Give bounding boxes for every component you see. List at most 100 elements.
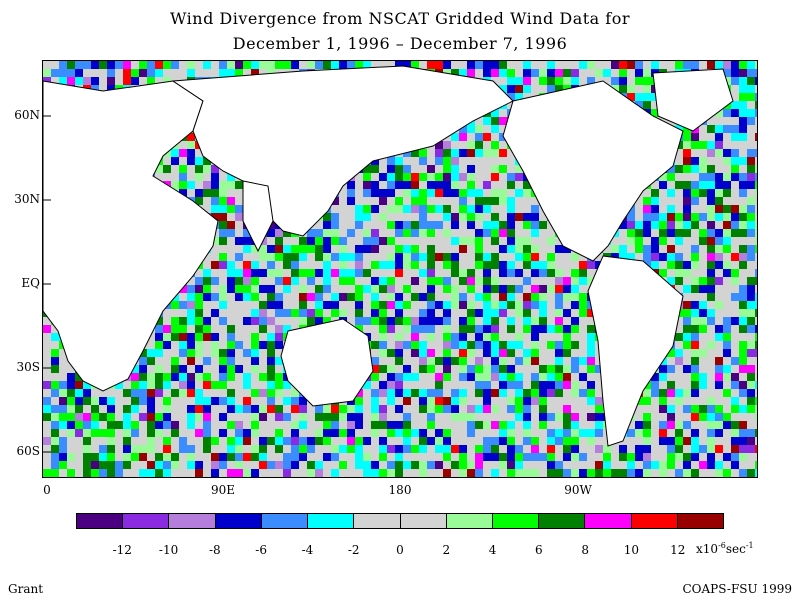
field-cell bbox=[411, 229, 419, 237]
field-cell bbox=[171, 413, 179, 421]
field-cell bbox=[163, 437, 171, 445]
field-cell bbox=[131, 69, 139, 77]
field-cell bbox=[371, 253, 379, 261]
field-cell bbox=[659, 453, 667, 461]
field-cell bbox=[627, 69, 635, 77]
field-cell bbox=[267, 285, 275, 293]
field-cell bbox=[435, 197, 443, 205]
field-cell bbox=[611, 77, 619, 85]
field-cell bbox=[179, 325, 187, 333]
field-cell bbox=[483, 477, 491, 478]
field-cell bbox=[371, 221, 379, 229]
field-cell bbox=[571, 381, 579, 389]
field-cell bbox=[755, 189, 757, 197]
field-cell bbox=[587, 421, 595, 429]
field-cell bbox=[627, 469, 635, 477]
field-cell bbox=[115, 469, 123, 477]
field-cell bbox=[275, 421, 283, 429]
field-cell bbox=[691, 325, 699, 333]
field-cell bbox=[195, 469, 203, 477]
field-cell bbox=[235, 261, 243, 269]
field-cell bbox=[179, 61, 187, 69]
field-cell bbox=[419, 373, 427, 381]
field-cell bbox=[315, 61, 323, 69]
field-cell bbox=[467, 333, 475, 341]
field-cell bbox=[755, 213, 757, 221]
field-cell bbox=[163, 429, 171, 437]
field-cell bbox=[699, 141, 707, 149]
field-cell bbox=[611, 453, 619, 461]
field-cell bbox=[699, 325, 707, 333]
field-cell bbox=[707, 437, 715, 445]
field-cell bbox=[43, 437, 51, 445]
field-cell bbox=[227, 69, 235, 77]
field-cell bbox=[563, 461, 571, 469]
field-cell bbox=[539, 317, 547, 325]
field-cell bbox=[499, 341, 507, 349]
field-cell bbox=[379, 413, 387, 421]
field-cell bbox=[475, 149, 483, 157]
field-cell bbox=[363, 293, 371, 301]
field-cell bbox=[515, 453, 523, 461]
field-cell bbox=[747, 317, 755, 325]
field-cell bbox=[755, 357, 757, 365]
field-cell bbox=[651, 197, 659, 205]
field-cell bbox=[419, 245, 427, 253]
field-cell bbox=[587, 461, 595, 469]
field-cell bbox=[435, 253, 443, 261]
field-cell bbox=[523, 453, 531, 461]
field-cell bbox=[395, 421, 403, 429]
field-cell bbox=[315, 309, 323, 317]
field-cell bbox=[555, 381, 563, 389]
field-cell bbox=[371, 469, 379, 477]
field-cell bbox=[739, 421, 747, 429]
field-cell bbox=[755, 109, 757, 117]
field-cell bbox=[755, 453, 757, 461]
field-cell bbox=[243, 381, 251, 389]
field-cell bbox=[195, 61, 203, 69]
field-cell bbox=[539, 77, 547, 85]
field-cell bbox=[307, 317, 315, 325]
field-cell bbox=[675, 237, 683, 245]
field-cell bbox=[83, 413, 91, 421]
field-cell bbox=[747, 205, 755, 213]
field-cell bbox=[307, 405, 315, 413]
field-cell bbox=[459, 69, 467, 77]
field-cell bbox=[395, 157, 403, 165]
field-cell bbox=[403, 477, 411, 478]
field-cell bbox=[323, 301, 331, 309]
field-cell bbox=[187, 389, 195, 397]
field-cell bbox=[115, 429, 123, 437]
field-cell bbox=[715, 349, 723, 357]
field-cell bbox=[547, 69, 555, 77]
field-cell bbox=[619, 221, 627, 229]
field-cell bbox=[515, 277, 523, 285]
field-cell bbox=[443, 149, 451, 157]
field-cell bbox=[51, 445, 59, 453]
field-cell bbox=[499, 317, 507, 325]
field-cell bbox=[723, 317, 731, 325]
field-cell bbox=[491, 173, 499, 181]
field-cell bbox=[667, 61, 675, 69]
field-cell bbox=[211, 269, 219, 277]
field-cell bbox=[459, 421, 467, 429]
field-cell bbox=[699, 285, 707, 293]
field-cell bbox=[651, 221, 659, 229]
field-cell bbox=[155, 405, 163, 413]
field-cell bbox=[179, 189, 187, 197]
field-cell bbox=[219, 245, 227, 253]
field-cell bbox=[187, 381, 195, 389]
field-cell bbox=[539, 381, 547, 389]
field-cell bbox=[675, 461, 683, 469]
field-cell bbox=[467, 413, 475, 421]
field-cell bbox=[387, 173, 395, 181]
field-cell bbox=[731, 373, 739, 381]
field-cell bbox=[179, 149, 187, 157]
field-cell bbox=[427, 333, 435, 341]
field-cell bbox=[211, 301, 219, 309]
field-cell bbox=[755, 309, 757, 317]
field-cell bbox=[531, 349, 539, 357]
field-cell bbox=[243, 357, 251, 365]
field-cell bbox=[347, 421, 355, 429]
field-cell bbox=[691, 357, 699, 365]
